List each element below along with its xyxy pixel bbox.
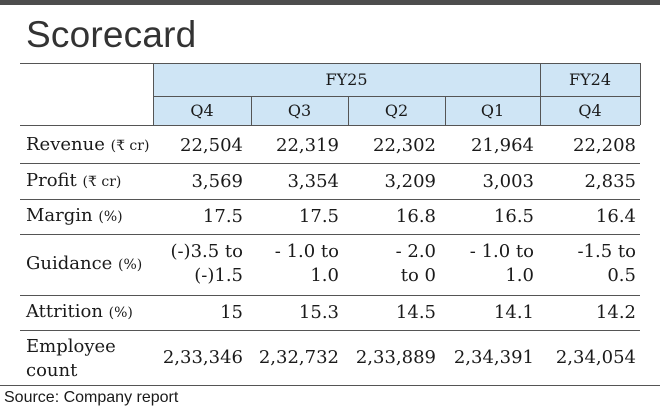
header-divider — [153, 96, 640, 97]
table-cell: 16.8 — [395, 206, 436, 227]
quarter-label: Q2 — [384, 101, 409, 120]
group-label-fy24: FY24 — [568, 70, 612, 89]
table-cell: 15.3 — [298, 302, 339, 323]
row-divider — [20, 234, 640, 235]
row-divider — [20, 295, 640, 296]
table-header-background — [153, 63, 640, 125]
table-cell: - 2.0 to 0 — [395, 241, 436, 286]
table-cell: (-)3.5 to (-)1.5 — [170, 241, 243, 286]
table-cell: 3,003 — [482, 171, 534, 192]
header-right-rule — [640, 63, 641, 125]
row-divider — [20, 199, 640, 200]
table-cell: - 1.0 to 1.0 — [469, 241, 534, 286]
quarter-label: Q1 — [480, 101, 505, 120]
header-bottom-rule — [20, 125, 640, 126]
row-label-guidance: Guidance (%) — [26, 253, 143, 274]
source-note: Source: Company report — [4, 389, 179, 406]
table-cell: 22,302 — [373, 135, 436, 156]
top-rule — [0, 0, 660, 5]
table-cell: 2,33,346 — [162, 347, 243, 368]
header-group-rule — [540, 63, 541, 125]
header-col-rule — [251, 96, 252, 125]
page-title: Scorecard — [26, 14, 197, 55]
table-cell: 3,354 — [287, 171, 339, 192]
table-cell: - 1.0 to 1.0 — [274, 241, 339, 286]
row-label-employee-count: Employee count — [26, 336, 116, 381]
header-col-rule — [445, 96, 446, 125]
table-cell: 21,964 — [471, 135, 534, 156]
table-cell: 22,208 — [573, 135, 636, 156]
table-cell: 15 — [220, 302, 243, 323]
table-cell: 22,319 — [276, 135, 339, 156]
table-cell: 3,209 — [384, 171, 436, 192]
table-cell: 2,34,054 — [555, 347, 636, 368]
table-cell: 2,34,391 — [453, 347, 534, 368]
table-cell: 2,32,732 — [258, 347, 339, 368]
quarter-label: Q3 — [287, 101, 312, 120]
row-label-margin: Margin (%) — [26, 205, 123, 226]
table-cell: 14.2 — [595, 302, 636, 323]
header-col-rule — [348, 96, 349, 125]
table-cell: 17.5 — [298, 206, 339, 227]
row-label-profit: Profit (₹ cr) — [26, 170, 122, 191]
table-bottom-rule — [0, 385, 660, 386]
row-label-revenue: Revenue (₹ cr) — [26, 134, 150, 155]
header-left-rule — [153, 63, 154, 125]
table-cell: 17.5 — [202, 206, 243, 227]
table-cell: 16.4 — [595, 206, 636, 227]
group-label-fy25: FY25 — [325, 70, 368, 89]
table-cell: 16.5 — [493, 206, 534, 227]
quarter-label: Q4 — [190, 101, 214, 120]
row-divider — [20, 163, 640, 164]
table-cell: 2,33,889 — [355, 347, 436, 368]
row-divider — [20, 330, 640, 331]
table-cell: 14.1 — [493, 302, 534, 323]
table-cell: -1.5 to 0.5 — [577, 241, 637, 286]
row-label-attrition: Attrition (%) — [26, 301, 133, 322]
quarter-label: Q4 — [578, 101, 602, 120]
table-cell: 3,569 — [191, 171, 243, 192]
table-top-rule — [20, 63, 640, 64]
table-cell: 14.5 — [395, 302, 436, 323]
table-cell: 2,835 — [584, 171, 636, 192]
table-cell: 22,504 — [180, 135, 243, 156]
